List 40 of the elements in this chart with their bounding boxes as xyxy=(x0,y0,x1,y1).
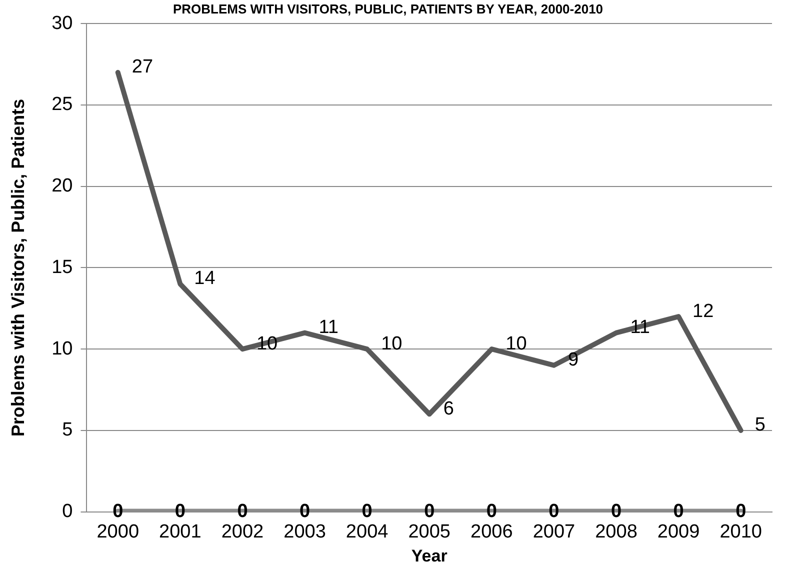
x-tick-label: 2002 xyxy=(221,521,264,542)
data-label: 0 xyxy=(237,501,248,522)
y-tick-label: 20 xyxy=(52,176,73,197)
data-label: 12 xyxy=(692,300,714,322)
x-tick-label: 2007 xyxy=(532,521,576,542)
chart-title: PROBLEMS WITH VISITORS, PUBLIC, PATIENTS BY YEAR, 2000-2010 xyxy=(172,1,604,16)
data-label: 10 xyxy=(381,333,402,354)
data-label: 0 xyxy=(174,501,186,522)
data-label: 0 xyxy=(112,501,124,522)
data-label: 0 xyxy=(673,501,684,522)
x-tick-label: 2010 xyxy=(720,521,762,542)
data-label: 0 xyxy=(610,501,622,522)
x-tick-label: 2003 xyxy=(284,521,326,542)
x-tick-label: 2004 xyxy=(346,521,389,542)
x-tick-label: 2005 xyxy=(408,521,451,542)
x-tick-label: 2008 xyxy=(595,521,638,542)
x-tick-label: 2000 xyxy=(96,521,140,542)
y-tick-label: 30 xyxy=(52,12,73,34)
data-label: 0 xyxy=(362,501,372,522)
data-label: 0 xyxy=(486,501,497,522)
y-tick-label: 15 xyxy=(52,256,73,278)
data-label: 10 xyxy=(506,333,527,354)
data-label: 27 xyxy=(132,56,154,78)
y-tick-label: 10 xyxy=(52,338,73,360)
x-tick-label: 2001 xyxy=(159,521,202,542)
x-tick-label: 2009 xyxy=(657,521,700,542)
y-tick-label: 5 xyxy=(62,420,73,441)
data-label: 0 xyxy=(299,501,310,522)
y-axis-title: Problems with Visitors, Public, Patients xyxy=(8,98,28,437)
data-label: 14 xyxy=(194,268,216,290)
data-label: 0 xyxy=(424,501,435,522)
data-label: 11 xyxy=(318,317,339,338)
x-tick-label: 2006 xyxy=(470,521,513,542)
y-tick-label: 0 xyxy=(62,501,73,522)
x-axis-title: Year xyxy=(411,546,448,566)
data-label: 0 xyxy=(736,501,746,522)
y-tick-label: 25 xyxy=(52,94,73,116)
data-label: 5 xyxy=(754,414,766,436)
data-label: 0 xyxy=(548,501,560,522)
data-label: 6 xyxy=(443,398,454,420)
